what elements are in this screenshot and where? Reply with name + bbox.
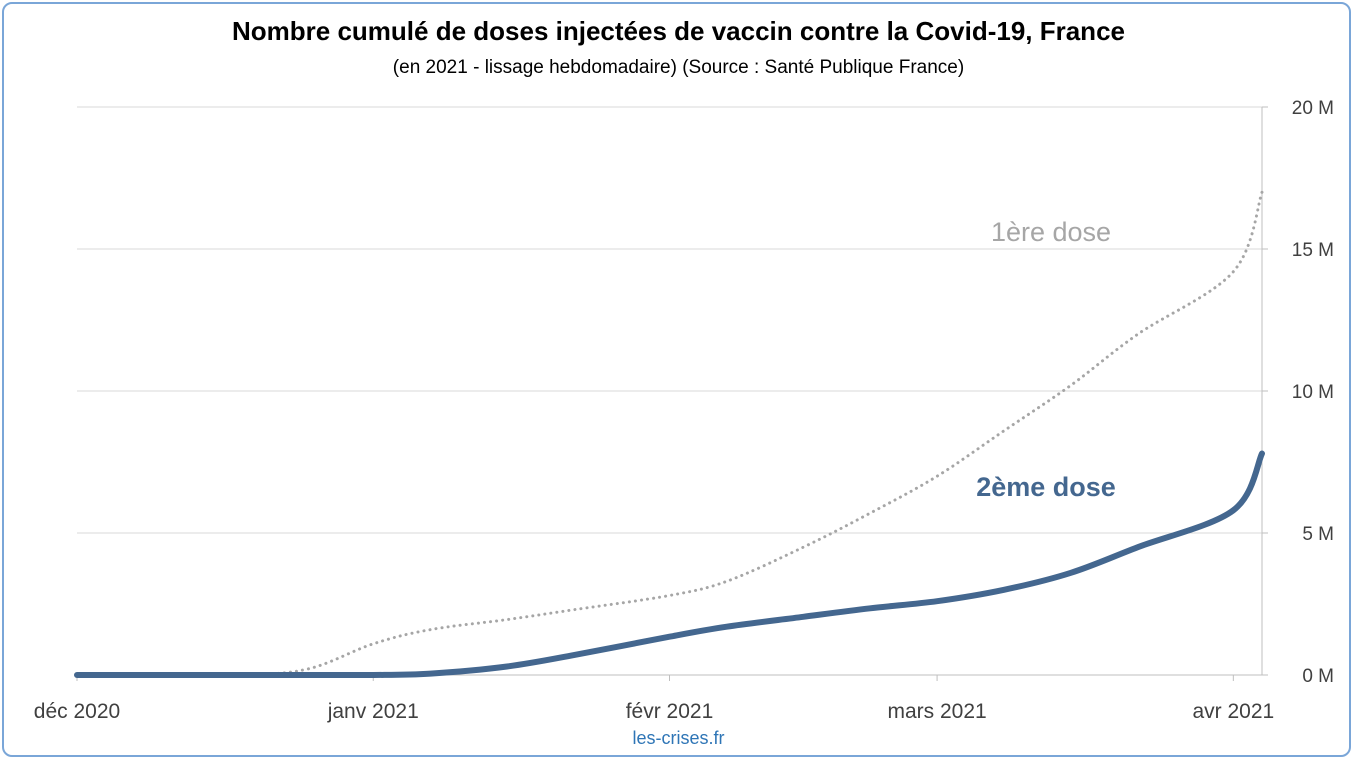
source-credit: les-crises.fr [632, 728, 725, 748]
y-tick-label-1: 5 M [1302, 524, 1334, 545]
x-tick-label-4: avr 2021 [1192, 700, 1274, 723]
series-line-2 [74, 450, 1265, 679]
y-tick-label-4: 20 M [1292, 98, 1334, 119]
x-tick-label-0: déc 2020 [34, 700, 120, 723]
series-label-2eme-dose: 2ème dose [976, 472, 1116, 502]
y-tick-label-3: 15 M [1292, 240, 1334, 261]
x-tick-label-1: janv 2021 [327, 700, 419, 723]
chart-title: Nombre cumulé de doses injectées de vacc… [232, 16, 1125, 46]
y-tick-label-2: 10 M [1292, 382, 1334, 403]
y-tick-label-0: 0 M [1302, 666, 1334, 687]
series-label-1ere-dose: 1ère dose [991, 217, 1111, 247]
chart-subtitle: (en 2021 - lissage hebdomadaire) (Source… [392, 57, 965, 78]
series-line-1 [75, 190, 1264, 677]
x-tick-label-2: févr 2021 [626, 700, 714, 723]
x-tick-label-3: mars 2021 [887, 700, 986, 723]
